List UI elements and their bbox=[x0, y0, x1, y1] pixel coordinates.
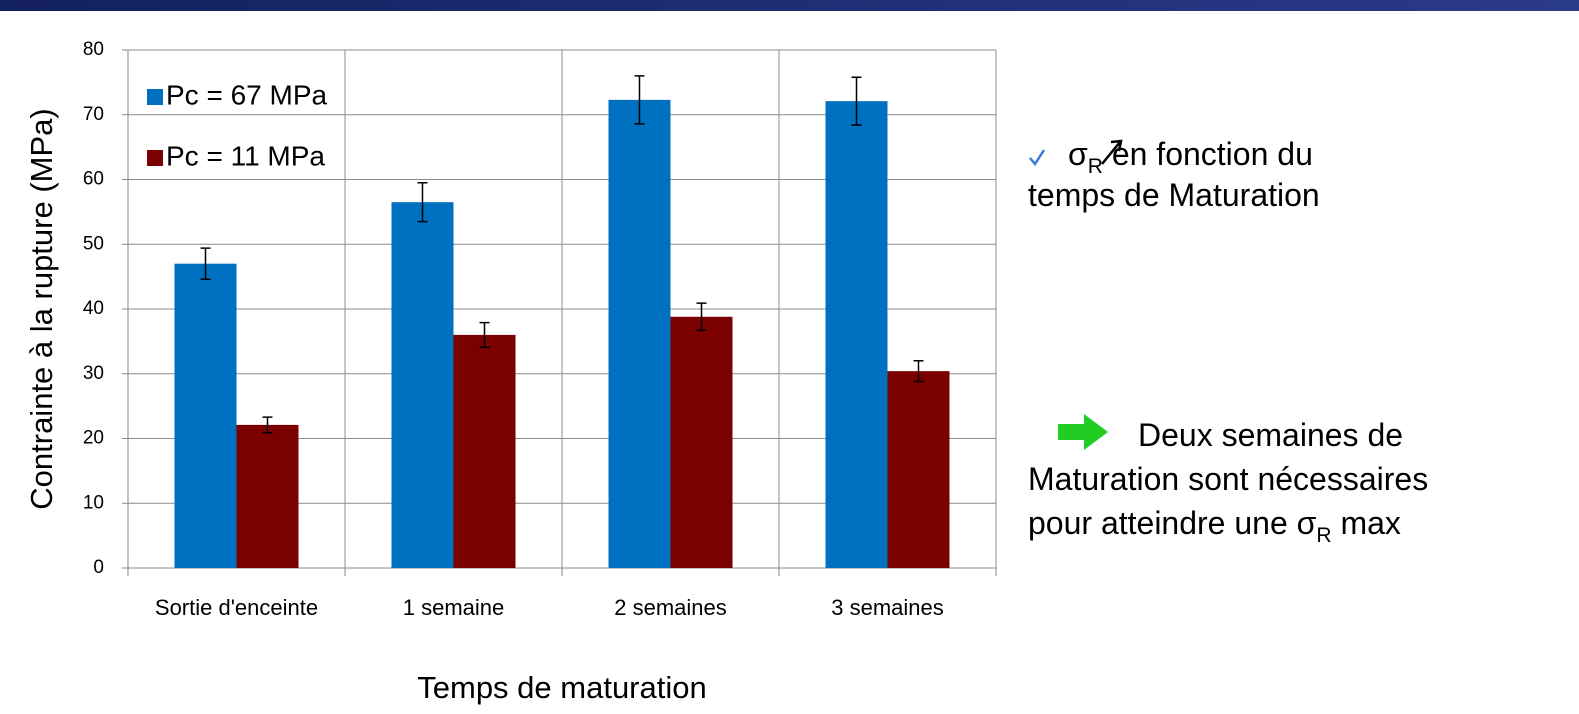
y-tick-label: 30 bbox=[83, 363, 104, 384]
x-tick-label: 1 semaine bbox=[402, 595, 505, 620]
legend-label: Pc = 67 MPa bbox=[166, 79, 328, 110]
bar bbox=[670, 316, 733, 568]
y-tick-label: 80 bbox=[83, 39, 104, 60]
error-bar bbox=[634, 75, 645, 125]
annotation: Maturation sont nécessaires bbox=[1028, 461, 1428, 497]
arrow-icon bbox=[1058, 414, 1108, 450]
bar bbox=[391, 202, 454, 568]
error-bar bbox=[851, 76, 862, 126]
y-tick-label: 50 bbox=[83, 233, 104, 254]
y-tick-label: 70 bbox=[83, 104, 104, 125]
y-tick-label: 60 bbox=[83, 169, 104, 190]
bar bbox=[887, 371, 950, 568]
y-tick-label: 20 bbox=[83, 428, 104, 449]
legend-swatch bbox=[147, 150, 163, 166]
bar bbox=[236, 424, 299, 568]
error-bar bbox=[696, 302, 707, 332]
error-bar bbox=[479, 321, 490, 348]
check-icon bbox=[1029, 149, 1046, 167]
bar bbox=[453, 334, 516, 568]
annotation: pour atteindre une σR max bbox=[1028, 505, 1401, 547]
x-tick-label: 3 semaines bbox=[831, 595, 944, 620]
y-tick-label: 40 bbox=[83, 298, 104, 319]
error-bar bbox=[262, 416, 273, 434]
rise-arrow-icon bbox=[1101, 139, 1123, 165]
error-bar bbox=[417, 181, 428, 223]
annotation: σR en fonction du bbox=[1068, 136, 1313, 178]
y-tick-label: 10 bbox=[83, 492, 104, 513]
legend-swatch bbox=[147, 89, 163, 105]
error-bar bbox=[200, 247, 211, 280]
top-bar bbox=[0, 0, 1579, 11]
x-tick-label: Sortie d'enceinte bbox=[154, 595, 319, 620]
annotation: temps de Maturation bbox=[1028, 177, 1320, 213]
x-axis-title: Temps de maturation bbox=[417, 670, 706, 705]
annotation: Deux semaines de bbox=[1138, 417, 1403, 453]
bar bbox=[825, 101, 888, 568]
error-bar bbox=[913, 360, 924, 383]
legend-label: Pc = 11 MPa bbox=[166, 140, 325, 171]
y-tick-label: 0 bbox=[93, 557, 104, 578]
bar bbox=[174, 263, 237, 568]
bar bbox=[608, 99, 671, 569]
x-tick-label: 2 semaines bbox=[614, 595, 727, 620]
y-axis-title: Contrainte à la rupture (MPa) bbox=[24, 108, 59, 509]
